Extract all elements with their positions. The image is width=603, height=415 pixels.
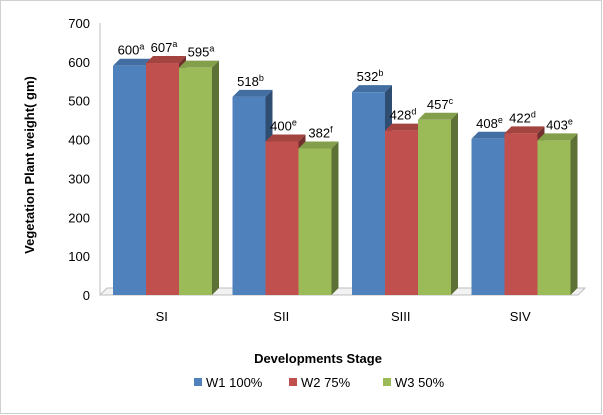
bar-side bbox=[212, 60, 219, 295]
bar-side bbox=[331, 141, 339, 295]
bar-top bbox=[352, 85, 392, 93]
bar bbox=[471, 138, 505, 295]
legend-item: W1 100% bbox=[194, 375, 263, 390]
y-tick-label: 500 bbox=[68, 94, 90, 109]
x-tick-label: SI bbox=[156, 309, 168, 324]
bar bbox=[352, 92, 385, 295]
bar-top bbox=[537, 133, 578, 141]
data-label: 607a bbox=[151, 39, 178, 55]
bars bbox=[113, 56, 578, 296]
data-labels: 600a 607a 595a 518b 400e 382f 532b 428d 457c 408e… bbox=[118, 39, 573, 140]
y-tick-label: 0 bbox=[83, 288, 90, 303]
data-label: 422d bbox=[509, 109, 536, 125]
bar-top bbox=[504, 126, 545, 134]
bar-top bbox=[113, 58, 153, 66]
x-tick-label: SII bbox=[273, 309, 289, 324]
bar-top bbox=[146, 56, 186, 64]
bar bbox=[179, 67, 212, 295]
data-label: 428d bbox=[390, 107, 417, 123]
bar bbox=[265, 141, 299, 295]
bar-side bbox=[570, 133, 578, 295]
bar bbox=[504, 133, 538, 295]
bar bbox=[418, 119, 451, 295]
bar bbox=[298, 148, 332, 295]
legend-swatch bbox=[383, 378, 391, 386]
bar bbox=[146, 63, 179, 295]
data-label: 600a bbox=[118, 42, 145, 58]
legend-item: W2 75% bbox=[289, 375, 351, 390]
x-tick-label: SIII bbox=[391, 309, 411, 324]
y-tick-label: 200 bbox=[68, 210, 90, 225]
legend-label: W2 75% bbox=[301, 375, 351, 390]
data-label: 518b bbox=[237, 73, 264, 89]
bar-top bbox=[179, 60, 219, 68]
data-label: 595a bbox=[188, 44, 215, 60]
bar-top bbox=[471, 131, 512, 139]
y-tick-label: 100 bbox=[68, 249, 90, 264]
x-axis-ticks: SI SII SIII SIV bbox=[156, 309, 531, 324]
y-axis-title: Vegetation Plant weight( gm) bbox=[22, 76, 37, 254]
y-tick-label: 300 bbox=[68, 171, 90, 186]
legend-label: W3 50% bbox=[395, 375, 445, 390]
bar bbox=[537, 140, 571, 295]
bar-top bbox=[418, 112, 458, 120]
legend-swatch bbox=[289, 378, 297, 386]
data-label: 457c bbox=[427, 96, 454, 112]
y-tick-label: 700 bbox=[68, 16, 90, 31]
y-axis-ticks: 0 100 200 300 400 500 600 700 bbox=[68, 16, 90, 303]
x-tick-label: SIV bbox=[510, 309, 531, 324]
data-label: 400e bbox=[270, 118, 297, 134]
bar-top bbox=[385, 123, 425, 131]
data-label: 382f bbox=[308, 125, 333, 141]
bar-top bbox=[232, 89, 273, 97]
bar-top bbox=[298, 141, 339, 149]
bar bbox=[113, 65, 146, 295]
legend-item: W3 50% bbox=[383, 375, 445, 390]
data-label: 532b bbox=[357, 68, 384, 84]
legend-swatch bbox=[194, 378, 202, 386]
legend: W1 100% W2 75% W3 50% bbox=[194, 375, 445, 390]
legend-label: W1 100% bbox=[206, 375, 263, 390]
bar-side bbox=[451, 112, 458, 295]
y-tick-label: 600 bbox=[68, 55, 90, 70]
x-axis-title: Developments Stage bbox=[254, 351, 382, 366]
y-tick-label: 400 bbox=[68, 133, 90, 148]
bar-top bbox=[265, 134, 306, 142]
bar bbox=[232, 96, 266, 295]
data-label: 408e bbox=[476, 115, 503, 131]
bar bbox=[385, 130, 418, 295]
data-label: 403e bbox=[546, 116, 573, 132]
